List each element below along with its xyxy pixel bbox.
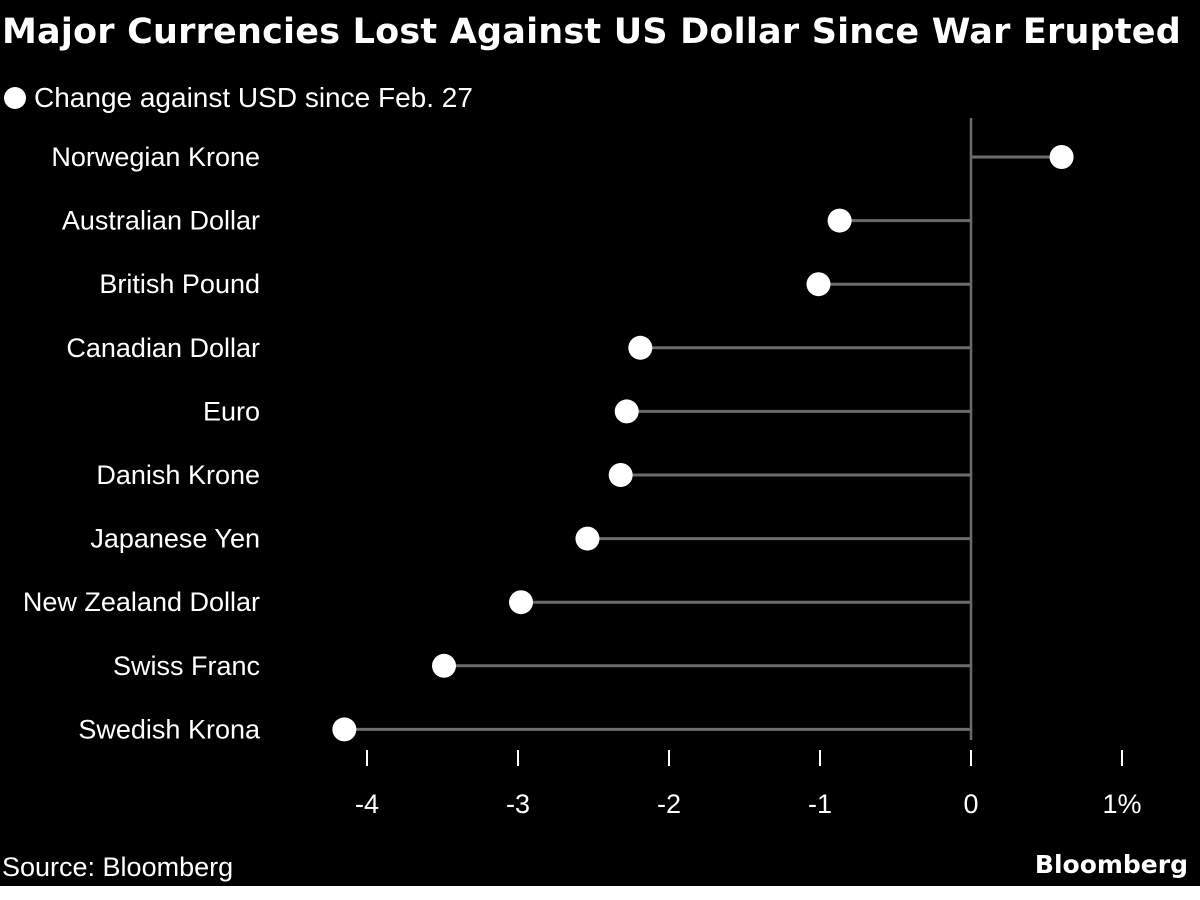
data-point xyxy=(575,526,600,551)
legend: Change against USD since Feb. 27 xyxy=(4,82,473,114)
data-point xyxy=(432,653,457,678)
data-point xyxy=(509,590,534,615)
data-point xyxy=(1049,145,1074,169)
chart-title: Major Currencies Lost Against US Dollar … xyxy=(2,12,1181,52)
category-label: British Pound xyxy=(99,269,260,299)
category-label: Japanese Yen xyxy=(90,524,260,554)
category-label: Norwegian Krone xyxy=(51,142,260,172)
x-tick-label: 1% xyxy=(1102,789,1141,819)
x-tick-label: -3 xyxy=(506,789,530,819)
legend-label: Change against USD since Feb. 27 xyxy=(34,82,473,113)
x-tick-label: -1 xyxy=(808,789,832,819)
category-label: Danish Krone xyxy=(96,460,260,490)
category-label: Swiss Franc xyxy=(113,651,260,681)
x-tick-label: -2 xyxy=(657,789,681,819)
category-label: Euro xyxy=(203,396,260,426)
bloomberg-logo: Bloomberg xyxy=(1034,850,1188,879)
data-point xyxy=(628,335,653,360)
legend-marker xyxy=(4,87,26,109)
data-point xyxy=(332,717,357,742)
category-label: Swedish Krona xyxy=(78,714,261,744)
data-point xyxy=(614,399,639,424)
x-tick-label: -4 xyxy=(355,789,379,819)
x-tick-label: 0 xyxy=(963,789,978,819)
category-label: Australian Dollar xyxy=(62,206,260,236)
data-point xyxy=(608,463,633,487)
data-point xyxy=(806,272,831,297)
data-point xyxy=(827,208,852,233)
category-label: New Zealand Dollar xyxy=(23,587,260,617)
source-note: Source: Bloomberg xyxy=(2,852,234,882)
category-label: Canadian Dollar xyxy=(66,333,260,363)
